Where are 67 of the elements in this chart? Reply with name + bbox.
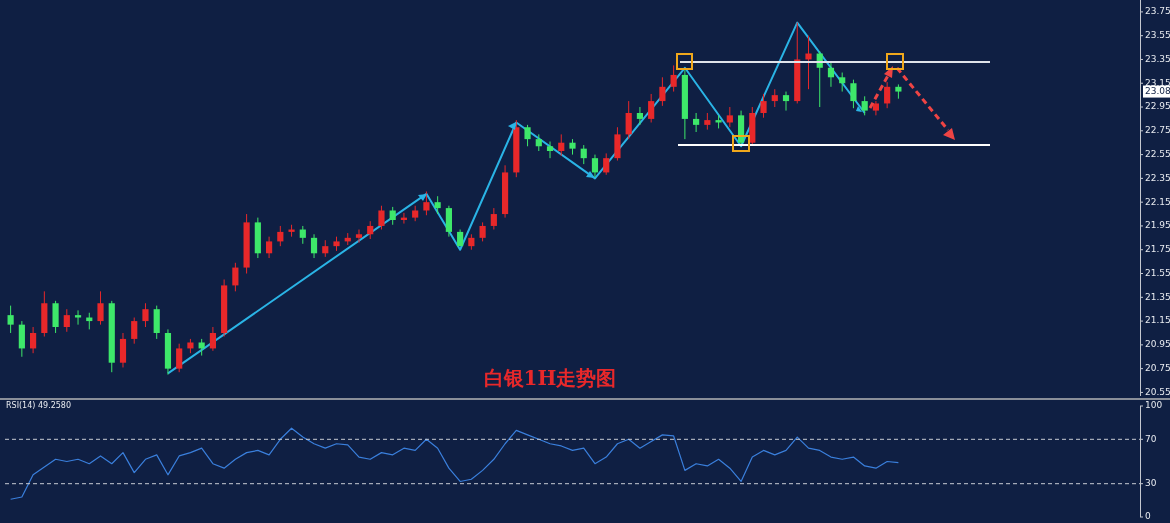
y-tick-label: 22.75 [1145,125,1170,136]
candlestick [479,221,486,242]
candlestick [142,302,149,328]
y-tick-label: 0 [1145,511,1151,522]
y-tick-label: 70 [1145,433,1157,444]
candlestick [760,93,767,119]
y-tick-label: 20.55 [1145,386,1170,397]
candlestick [648,93,655,123]
y-tick-label: 22.15 [1145,196,1170,207]
candlestick [30,326,37,354]
candlestick [131,317,138,345]
candlestick [310,233,318,259]
candlestick [614,126,621,162]
candlestick [63,308,70,333]
chart-title: RSI(14) 49.2580 [6,401,72,411]
y-tick-label: 23.35 [1145,53,1170,64]
candlestick [490,207,497,231]
candlestick [659,76,666,107]
candlestick [74,309,82,326]
y-tick-label: 22.35 [1145,172,1170,183]
text: 白银1H走势图 [483,366,617,391]
candlestick [726,106,733,128]
candlestick [265,236,273,259]
candlestick [18,320,25,358]
candlestick [176,343,183,373]
y-tick-label: 21.35 [1145,291,1170,302]
candlestick [52,300,59,334]
y-tick-label: 21.95 [1145,220,1170,231]
y-tick-label: 20.75 [1145,362,1170,373]
y-tick-label: 23.75 [1145,6,1170,17]
candlestick [636,106,644,126]
candlestick [445,205,452,238]
y-tick-label: 21.75 [1145,244,1170,255]
candlestick [355,229,363,244]
candlestick [591,154,599,178]
y-tick-label: 22.95 [1145,101,1170,112]
candlestick [546,141,554,159]
y-tick-label: 22.55 [1145,148,1170,159]
candlestick [839,72,846,93]
candlestick [97,290,104,326]
candlestick [558,133,565,157]
candlestick [580,144,587,165]
candlestick [277,225,284,247]
candlestick [693,112,700,133]
candlestick [7,305,14,334]
candlestick [153,305,160,340]
y-tick-label: 21.55 [1145,267,1170,278]
candlestick [209,326,216,352]
candlestick [232,262,239,292]
candlestick [782,91,790,112]
candlestick [524,124,531,147]
y-tick-label: 21.15 [1145,315,1170,326]
y-tick-label: 20.95 [1145,339,1170,350]
y-tick-label: 100 [1145,400,1163,411]
candlestick [625,100,632,140]
candlestick [670,64,677,93]
y-tick-label: 23.55 [1145,30,1170,41]
candlestick [378,205,385,231]
annotation: 23.08 [1145,85,1170,96]
candlestick [119,332,127,368]
y-tick-label: 23.15 [1145,77,1170,88]
candlestick [884,81,891,109]
candlestick [805,35,812,90]
candlestick [603,152,610,176]
candlestick [827,62,835,88]
candlestick [423,190,430,216]
y-tick-label: 30 [1145,478,1157,489]
